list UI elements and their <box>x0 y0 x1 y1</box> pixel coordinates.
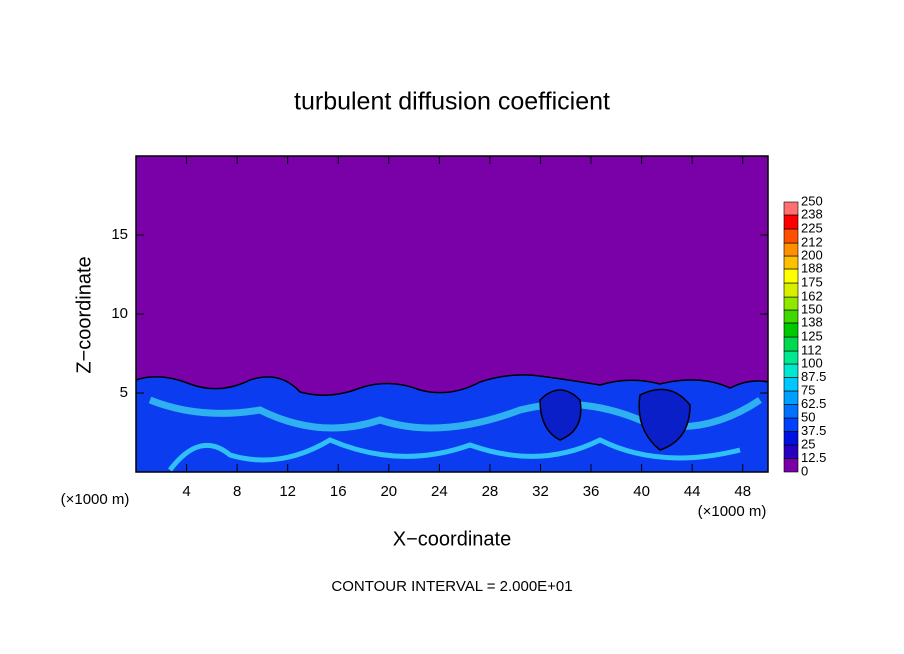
colorbar-segment <box>783 336 799 352</box>
colorbar-segment <box>783 404 799 419</box>
colorbar-label: 250 <box>801 193 823 208</box>
colorbar-label: 175 <box>801 274 823 289</box>
y-tick-label: 10 <box>111 305 128 322</box>
colorbar-segment <box>783 390 799 405</box>
colorbar-label: 0 <box>801 463 808 478</box>
footnote: CONTOUR INTERVAL = 2.000E+01 <box>331 578 572 595</box>
colorbar-segment <box>783 444 799 459</box>
field-layer <box>135 156 769 472</box>
colorbar-label: 188 <box>801 260 823 275</box>
field-contour <box>135 374 769 396</box>
colorbar-segment <box>783 350 799 365</box>
colorbar-segment <box>783 377 799 392</box>
colorbar-segment <box>783 268 799 284</box>
field-contour <box>539 388 691 451</box>
colorbar-segment <box>783 363 799 378</box>
colorbar-segment <box>783 458 799 473</box>
y-unit-label: (×1000 m) <box>61 491 130 508</box>
colorbar-label: 138 <box>801 314 823 329</box>
x-tick-label: 40 <box>633 483 650 500</box>
y-tick-label: 5 <box>120 384 128 401</box>
field-streak <box>168 437 741 472</box>
x-axis-label: X−coordinate <box>393 528 511 550</box>
chart-title: turbulent diffusion coefficient <box>294 88 610 116</box>
colorbar-label: 25 <box>801 436 815 451</box>
colorbar-label: 200 <box>801 247 823 262</box>
colorbar-segment <box>783 255 799 270</box>
x-tick-label: 44 <box>684 483 701 500</box>
x-tick-label: 20 <box>380 483 397 500</box>
colorbar-segment <box>783 431 799 446</box>
colorbar-segment <box>783 201 799 216</box>
colorbar-segment <box>783 417 799 432</box>
colorbar-segment <box>783 228 799 244</box>
colorbar-label: 12.5 <box>801 450 826 465</box>
colorbar-segment <box>783 214 799 230</box>
x-tick-label: 12 <box>279 483 296 500</box>
colorbar-label: 50 <box>801 409 815 424</box>
colorbar-label: 125 <box>801 328 823 343</box>
x-tick-label: 28 <box>482 483 499 500</box>
x-unit-label: (×1000 m) <box>698 503 767 520</box>
colorbar-segment <box>783 322 799 338</box>
y-axis-label: Z−coordinate <box>73 256 95 373</box>
x-tick-label: 16 <box>330 483 347 500</box>
y-tick-label: 15 <box>111 226 128 243</box>
colorbar-label: 100 <box>801 355 823 370</box>
colorbar-segment <box>783 282 799 298</box>
colorbar-label: 112 <box>801 342 822 357</box>
x-tick-label: 48 <box>734 483 751 500</box>
colorbar-label: 62.5 <box>801 396 826 411</box>
colorbar-segment <box>783 296 799 311</box>
colorbar-segment <box>783 309 799 324</box>
x-tick-label: 24 <box>431 483 448 500</box>
colorbar-label: 87.5 <box>801 369 826 384</box>
x-tick-label: 4 <box>182 483 190 500</box>
colorbar-label: 238 <box>801 206 823 221</box>
colorbar-label: 75 <box>801 382 815 397</box>
colorbar-label: 150 <box>801 301 823 316</box>
colorbar-label: 37.5 <box>801 423 826 438</box>
colorbar-label: 162 <box>801 288 823 303</box>
x-tick-label: 36 <box>583 483 600 500</box>
colorbar-label: 225 <box>801 220 823 235</box>
x-tick-label: 8 <box>233 483 241 500</box>
x-tick-label: 32 <box>532 483 549 500</box>
colorbar-segment <box>783 242 799 257</box>
colorbar-label: 212 <box>801 234 823 249</box>
